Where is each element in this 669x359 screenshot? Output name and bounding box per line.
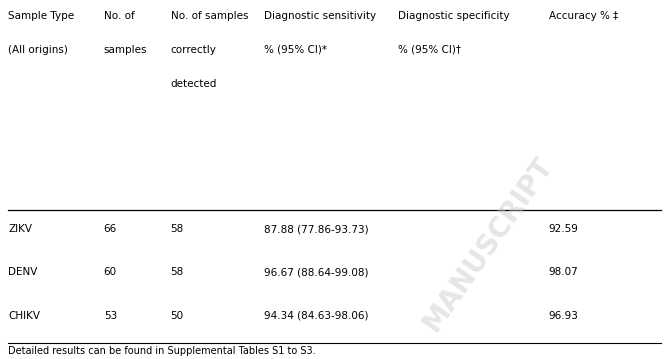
Text: Diagnostic sensitivity: Diagnostic sensitivity [264,11,377,21]
Text: MANUSCRIPT: MANUSCRIPT [418,152,559,336]
Text: ZIKV: ZIKV [8,224,32,234]
Text: 98.07: 98.07 [549,267,578,278]
Text: 92.59: 92.59 [549,224,579,234]
Text: 66: 66 [104,224,117,234]
Text: 50: 50 [171,311,184,321]
Text: % (95% CI)†: % (95% CI)† [398,45,461,55]
Text: Diagnostic specificity: Diagnostic specificity [398,11,510,21]
Text: 53: 53 [104,311,117,321]
Text: % (95% CI)*: % (95% CI)* [264,45,327,55]
Text: No. of samples: No. of samples [171,11,248,21]
Text: CHIKV: CHIKV [8,311,40,321]
Text: DENV: DENV [8,267,37,278]
Text: Detailed results can be found in Supplemental Tables S1 to S3.: Detailed results can be found in Supplem… [8,346,316,356]
Text: detected: detected [171,79,217,89]
Text: No. of: No. of [104,11,134,21]
Text: Accuracy % ‡: Accuracy % ‡ [549,11,618,21]
Text: 94.34 (84.63-98.06): 94.34 (84.63-98.06) [264,311,369,321]
Text: 96.67 (88.64-99.08): 96.67 (88.64-99.08) [264,267,369,278]
Text: 60: 60 [104,267,117,278]
Text: 96.93: 96.93 [549,311,579,321]
Text: correctly: correctly [171,45,217,55]
Text: Sample Type: Sample Type [8,11,74,21]
Text: 58: 58 [171,224,184,234]
Text: (All origins): (All origins) [8,45,68,55]
Text: samples: samples [104,45,147,55]
Text: 58: 58 [171,267,184,278]
Text: 87.88 (77.86-93.73): 87.88 (77.86-93.73) [264,224,369,234]
